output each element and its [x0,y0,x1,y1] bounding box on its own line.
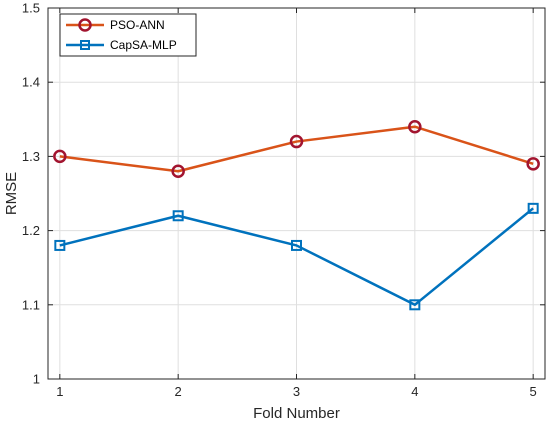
series-line-pso-ann [59,125,534,173]
x-tick-label: 1 [56,384,63,399]
y-tick-label: 1 [33,372,40,387]
series-line-capsa-mlp [59,207,534,307]
legend: PSO-ANN CapSA-MLP [59,13,197,57]
legend-marker-capsa-mlp [80,40,90,50]
legend-label-capsa-mlp: CapSA-MLP [110,38,177,52]
y-tick-label: 1.4 [22,75,40,90]
data-point-capsa-mlp [409,299,421,311]
data-point-capsa-mlp [54,239,66,251]
y-tick-label: 1.5 [22,1,40,16]
series-layer [53,119,540,311]
data-point-pso-ann [53,149,67,164]
ticks: 1 2 3 4 5 1 1.1 1.2 1.3 1.4 1.5 [22,1,545,399]
y-tick-label: 1.2 [22,223,40,238]
data-point-pso-ann [526,157,540,171]
data-point-pso-ann [408,119,422,134]
data-point-pso-ann [171,164,185,178]
data-point-pso-ann [289,134,304,149]
y-axis-label: RMSE [3,172,20,215]
x-tick-label: 5 [530,384,537,399]
x-tick-label: 3 [293,384,300,399]
x-axis-label: Fold Number [253,405,340,422]
y-tick-label: 1.1 [22,297,40,312]
legend-marker-pso-ann [78,18,92,32]
data-point-capsa-mlp [172,210,184,222]
x-tick-label: 2 [175,384,182,399]
data-point-capsa-mlp [291,239,302,251]
x-tick-label: 4 [411,384,418,399]
y-tick-label: 1.3 [22,149,40,164]
legend-label-pso-ann: PSO-ANN [110,18,165,32]
data-point-capsa-mlp [527,202,539,214]
